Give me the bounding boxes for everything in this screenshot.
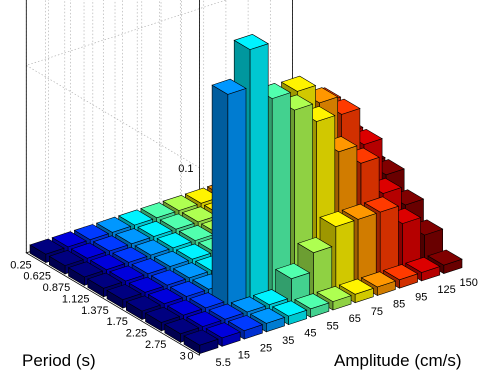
bar-top-face <box>175 243 212 260</box>
period-tick-label: 0.875 <box>43 282 71 294</box>
z-tick-label: 0.1 <box>178 163 193 175</box>
bar-front-face <box>227 87 247 310</box>
bar-top-face <box>147 288 184 305</box>
amplitude-tick-label: 45 <box>304 328 316 340</box>
bar-top-face <box>427 249 463 266</box>
bar-top-face <box>112 246 148 263</box>
amplitude-tick-label: 25 <box>260 342 272 354</box>
bar-top-face <box>405 256 441 273</box>
bar-top-face <box>128 276 164 293</box>
bar-top-face <box>48 249 84 266</box>
bar-top-face <box>92 235 129 252</box>
bar-top-face <box>252 289 289 306</box>
z-tick-label: 0 <box>187 350 193 362</box>
bar-top-face <box>89 254 126 271</box>
bar <box>106 284 142 309</box>
bar-top-face <box>29 238 65 255</box>
bar-top-face <box>316 285 352 302</box>
bar-top-face <box>360 271 397 288</box>
bar-top-face <box>164 318 200 335</box>
bar-top-face <box>297 237 333 254</box>
period-axis-label: Period (s) <box>22 351 96 370</box>
bar <box>211 78 247 310</box>
bar-top-face <box>109 265 145 282</box>
bar-top-face <box>294 293 330 310</box>
bar-top-face <box>140 202 176 219</box>
bar-top-face <box>274 263 311 280</box>
period-tick-label: 1.375 <box>81 305 109 317</box>
bar-top-face <box>70 242 107 259</box>
bar-top-face <box>382 264 419 281</box>
bar-top-face <box>95 216 132 233</box>
bar-top-face <box>205 322 241 339</box>
bar-top-face <box>73 224 110 241</box>
amplitude-tick-label: 95 <box>415 291 427 303</box>
bar-top-face <box>106 284 142 301</box>
bar-top-face <box>51 231 87 248</box>
bar-top-face <box>338 278 375 295</box>
bar-top-face <box>319 211 355 228</box>
amplitude-tick-label: 5.5 <box>216 357 231 369</box>
bar-top-face <box>67 261 104 278</box>
bar-top-face <box>117 209 154 226</box>
bar-top-face <box>341 203 377 220</box>
period-tick-label: 3 <box>180 350 186 362</box>
z-gridline <box>25 0 227 169</box>
bar-top-face <box>134 239 170 256</box>
bar-front-face <box>271 92 291 295</box>
amplitude-tick-label: 35 <box>282 335 294 347</box>
bar-top-face <box>233 33 269 50</box>
bar-top-face <box>115 228 151 245</box>
period-tick-label: 1.125 <box>62 293 90 305</box>
bar-top-face <box>363 196 400 213</box>
bar-top-face <box>137 220 173 237</box>
amplitude-axis-label: Amplitude (cm/s) <box>334 351 462 370</box>
bar-top-face <box>144 306 181 323</box>
bars <box>29 33 463 355</box>
bar-top-face <box>131 258 167 275</box>
bar-top-face <box>87 272 123 289</box>
period-tick-label: 2.25 <box>126 328 147 340</box>
amplitude-tick-label: 125 <box>437 284 455 296</box>
bar-top-face <box>211 78 247 95</box>
bar-top-face <box>189 292 225 309</box>
bar <box>87 272 123 298</box>
bar-top-face <box>150 269 187 286</box>
bar-top-face <box>156 232 192 249</box>
period-tick-label: 2.75 <box>145 339 166 351</box>
bar-top-face <box>183 329 219 346</box>
bar-front-face <box>249 43 269 303</box>
period-tick-label: 1.75 <box>107 316 128 328</box>
bar-top-face <box>153 250 190 267</box>
bar-top-face <box>230 296 267 313</box>
bar-top-face <box>166 299 203 316</box>
period-tick-label: 0.25 <box>10 259 31 271</box>
bar <box>183 329 219 355</box>
amplitude-tick-label: 15 <box>238 350 250 362</box>
bar-top-face <box>172 262 209 279</box>
bar-top-face <box>186 310 222 327</box>
amplitude-tick-label: 85 <box>393 299 405 311</box>
bar-side-face <box>211 84 229 310</box>
tick-labels: 00.10.20.30.40.250.6250.8751.1251.3751.7… <box>10 163 478 369</box>
bar-top-face <box>162 194 198 211</box>
bar-top-face <box>125 295 161 312</box>
bar-top-face <box>159 213 195 230</box>
bar-top-face <box>169 280 206 297</box>
bar-top-face <box>227 315 264 332</box>
period-tick-label: 0.625 <box>23 271 51 283</box>
bar-top-face <box>271 300 308 317</box>
amplitude-tick-label: 150 <box>460 277 478 289</box>
bar-top-face <box>208 303 244 320</box>
bar-top-face <box>249 307 286 324</box>
amplitude-tick-label: 65 <box>349 313 361 325</box>
amplitude-tick-label: 75 <box>371 306 383 318</box>
amplitude-tick-label: 55 <box>326 320 338 332</box>
bar-top-face <box>280 75 317 92</box>
